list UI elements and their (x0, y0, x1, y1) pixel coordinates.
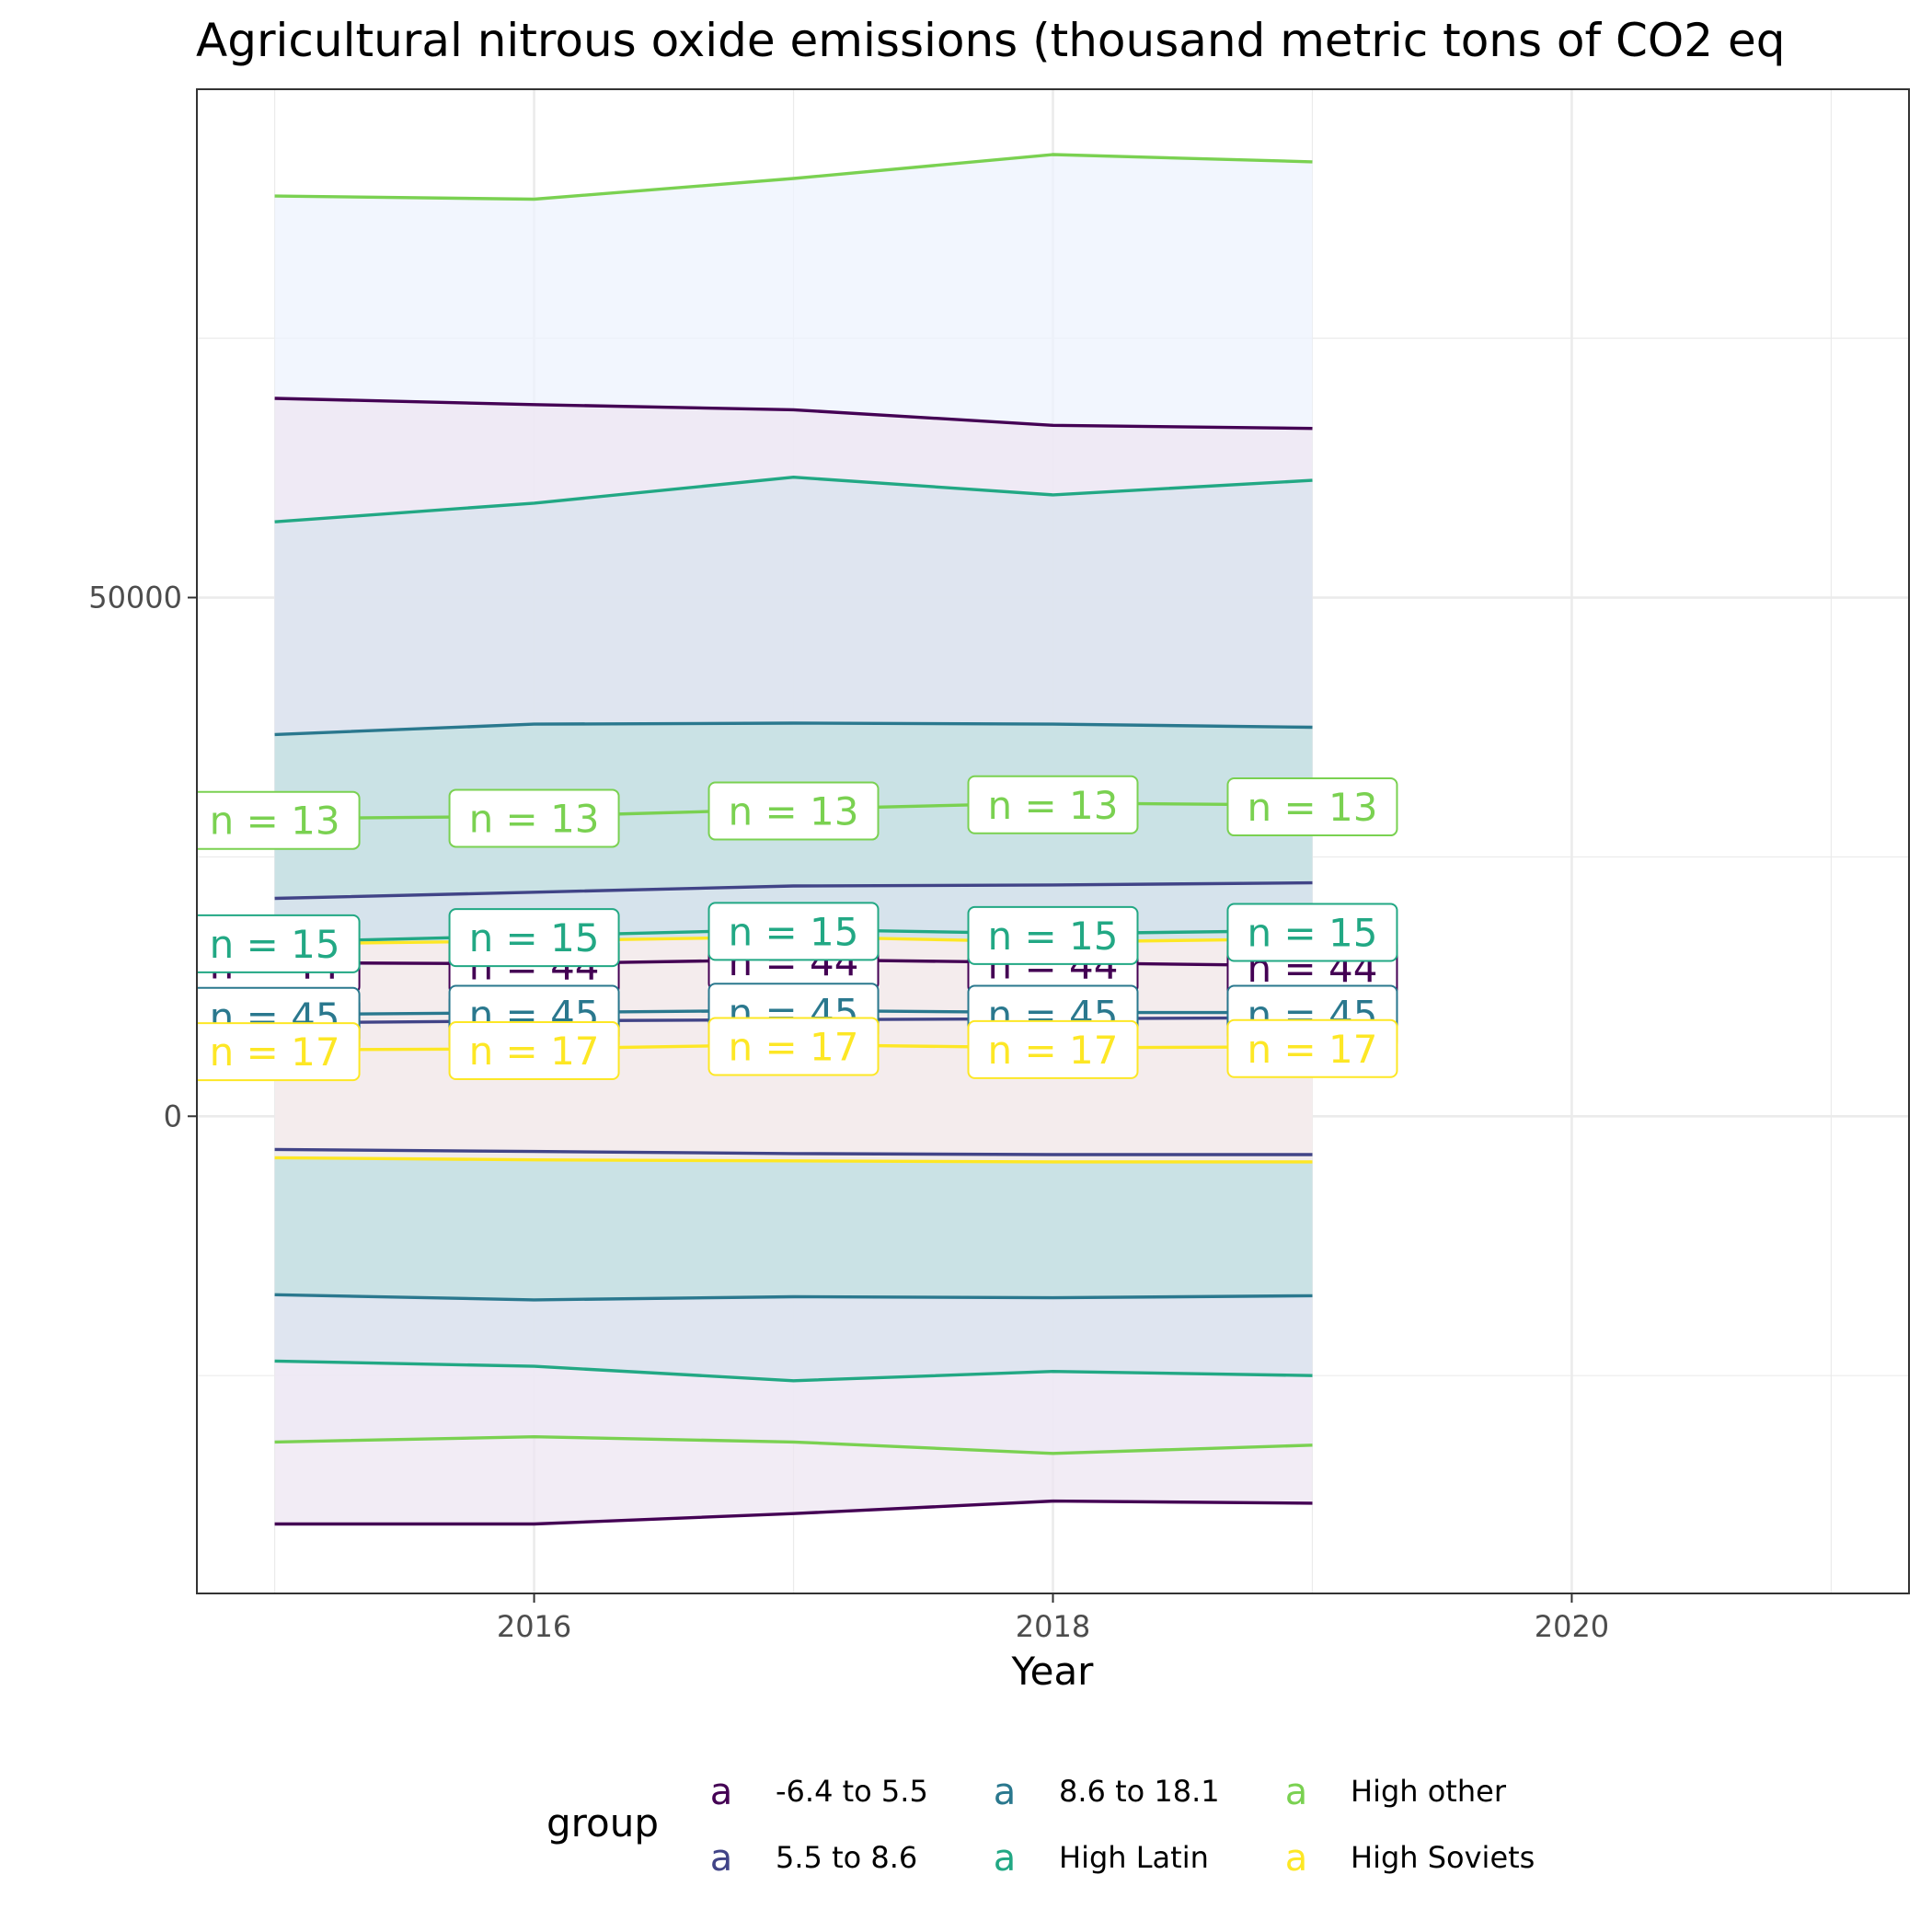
legend-key: a (710, 1771, 733, 1813)
x-axis-title: Year (1011, 1649, 1095, 1694)
lower-line-5-5-to-8-6 (274, 1147, 1313, 1156)
upper-line-8-6-to-18-1 (274, 721, 1313, 737)
n-label: n = 13 (967, 775, 1139, 834)
legend-item: a High Latin (994, 1837, 1209, 1880)
legend-label: High Soviets (1351, 1840, 1535, 1875)
n-label-text: n = 13 (210, 799, 340, 844)
n-label-box (448, 1021, 620, 1081)
lower-line-high-other (274, 1434, 1313, 1455)
n-label: n = 17 (707, 1017, 880, 1076)
legend-key: a (1285, 1771, 1308, 1813)
n-label: n = 17 (448, 1021, 620, 1081)
n-label-text: n = 15 (1247, 910, 1377, 955)
legend-item: a High Soviets (1285, 1837, 1535, 1880)
n-label: n = 15 (197, 914, 361, 973)
y-tick-label: 0 (164, 1098, 182, 1133)
legend-item: a -6.4 to 5.5 (710, 1771, 928, 1813)
upper-line-high-latin (274, 476, 1313, 523)
n-label-box (967, 775, 1139, 834)
lower-line--6-4-to-5-5 (274, 1499, 1313, 1526)
x-tick-label: 2020 (1535, 1609, 1609, 1644)
n-label-text: n = 17 (469, 1029, 600, 1074)
n-label-text: n = 13 (1247, 785, 1377, 830)
n-label-text: n = 15 (210, 922, 340, 967)
n-label-text: n = 15 (988, 914, 1119, 959)
plot-panel: n = 44n = 44n = 44n = 44n = 44n = 45n = … (196, 88, 1910, 1594)
n-label-text: n = 17 (729, 1025, 859, 1070)
n-label: n = 13 (197, 790, 361, 850)
n-label-box (197, 914, 361, 973)
n-label: n = 15 (707, 902, 880, 961)
legend-key: a (710, 1837, 733, 1880)
lower-line-high-soviets (274, 1156, 1313, 1164)
n-label-box (1226, 903, 1398, 962)
n-label-box (1226, 1018, 1398, 1078)
legend-item: a 8.6 to 18.1 (994, 1771, 1220, 1813)
n-label-box (707, 902, 880, 961)
n-label: n = 15 (1226, 903, 1398, 962)
n-label-box (967, 905, 1139, 965)
legend-key: a (994, 1771, 1017, 1813)
legend-label: High other (1351, 1774, 1507, 1809)
n-label-text: n = 13 (729, 789, 859, 834)
plot-area: n = 44n = 44n = 44n = 44n = 44n = 45n = … (197, 153, 1398, 1526)
n-label-box (448, 908, 620, 968)
n-label-box (197, 1022, 361, 1082)
n-label: n = 13 (448, 788, 620, 848)
y-tick-label: 50000 (88, 581, 182, 615)
n-label-box (707, 1017, 880, 1076)
n-label-box (1226, 777, 1398, 837)
n-label: n = 15 (448, 908, 620, 968)
n-label: n = 13 (1226, 777, 1398, 837)
chart-title: Agricultural nitrous oxide emissions (th… (196, 14, 1786, 67)
n-label: n = 15 (967, 905, 1139, 965)
legend-label: 5.5 to 8.6 (776, 1840, 917, 1875)
n-label-text: n = 15 (469, 915, 600, 960)
legend-label: 8.6 to 18.1 (1059, 1774, 1220, 1809)
upper-line-high-other (274, 153, 1313, 201)
n-label-box (197, 790, 361, 850)
n-label-text: n = 17 (988, 1028, 1119, 1073)
n-label: n = 17 (1226, 1018, 1398, 1078)
x-tick-label: 2016 (497, 1609, 571, 1644)
legend-item: a High other (1285, 1771, 1507, 1813)
n-label-text: n = 17 (210, 1029, 340, 1075)
n-label-box (967, 1019, 1139, 1079)
n-label: n = 17 (197, 1022, 361, 1082)
legend-key: a (994, 1837, 1017, 1880)
n-label-text: n = 15 (729, 909, 859, 954)
n-label-text: n = 13 (469, 796, 600, 841)
n-label: n = 17 (967, 1019, 1139, 1079)
n-label-text: n = 17 (1247, 1027, 1377, 1072)
legend-label: High Latin (1059, 1840, 1209, 1875)
legend-key: a (1285, 1837, 1308, 1880)
n-label-box (448, 788, 620, 848)
upper-line--6-4-to-5-5 (274, 397, 1313, 431)
legend: group a -6.4 to 5.5 a 5.5 to 8.6 a 8.6 to 18.1… (546, 1771, 1535, 1880)
n-label: n = 13 (707, 781, 880, 841)
lower-line-8-6-to-18-1 (274, 1293, 1313, 1302)
legend-item: a 5.5 to 8.6 (710, 1837, 918, 1880)
n-label-text: n = 13 (988, 783, 1119, 828)
upper-line-5-5-to-8-6 (274, 880, 1313, 901)
legend-title: group (546, 1800, 659, 1846)
legend-label: -6.4 to 5.5 (776, 1774, 928, 1809)
x-tick-label: 2018 (1016, 1609, 1090, 1644)
n-label-box (707, 781, 880, 841)
lower-line-high-latin (274, 1359, 1313, 1383)
